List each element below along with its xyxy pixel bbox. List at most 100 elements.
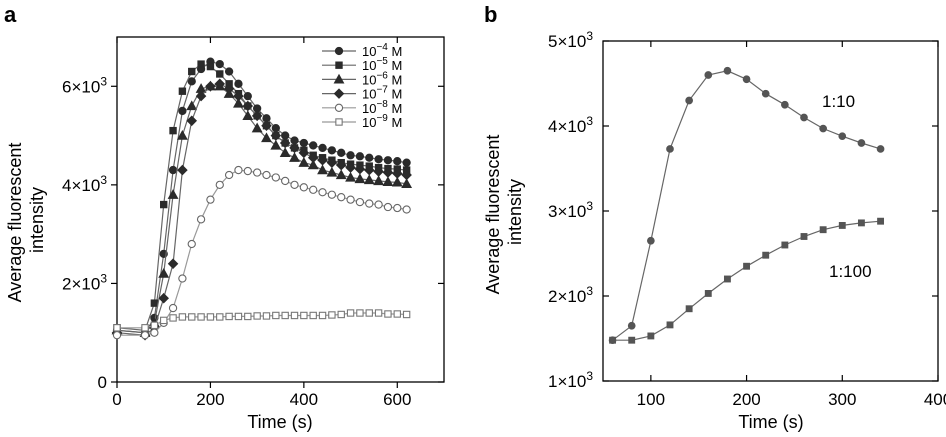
chart-a-point-10-7-m: [279, 137, 291, 149]
legend-entry-5: 10−9 M: [362, 113, 402, 130]
chart-a-point-10-4-m: [383, 156, 393, 165]
chart-b-x-tick-label: 400: [924, 390, 946, 409]
chart-a-point-10-9-m: [318, 311, 327, 320]
chart-a-point-10-8-m: [281, 176, 290, 186]
chart-b-point-1-100: [743, 262, 751, 270]
chart-a-point-10-4-m: [365, 153, 374, 162]
chart-a-point-10-8-m: [262, 170, 271, 180]
chart-a-point-10-6-m: [167, 189, 179, 199]
chart-a-point-10-8-m: [271, 173, 280, 182]
chart-a-point-10-9-m: [356, 309, 364, 317]
chart-a-point-10-7-m: [363, 164, 375, 176]
chart-a-point-10-5-m: [188, 67, 196, 76]
chart-a-point-10-5-m: [160, 200, 168, 209]
chart-a-plot-frame: [116, 36, 445, 383]
chart-b-point-1-100: [857, 219, 865, 227]
chart-a-point-10-4-m: [346, 151, 355, 160]
chart-b-x-axis-label: Time (s): [738, 412, 803, 432]
chart-b: 100 200 300 400 1×103 2×103 3×103 4×103 5×103 1:…: [483, 29, 946, 432]
chart-a-point-10-7-m: [307, 152, 319, 164]
chart-a-x-tick-label: 200: [196, 390, 224, 409]
chart-a-point-10-9-m: [393, 310, 401, 318]
chart-b-point-1-100: [609, 336, 617, 344]
chart-a-point-10-7-m: [167, 258, 179, 269]
chart-a-point-10-9-m: [272, 311, 280, 320]
chart-a-point-10-6-m: [251, 122, 263, 133]
chart-a-point-10-9-m: [300, 311, 308, 320]
chart-b-point-1-100: [666, 321, 674, 329]
chart-a-point-10-8-m: [150, 328, 159, 337]
chart-a-point-10-7-m: [195, 90, 207, 102]
chart-a-point-10-9-m: [244, 312, 252, 321]
chart-a-point-10-7-m: [233, 90, 244, 102]
legend-marker-3: [333, 88, 345, 99]
chart-a-point-10-7-m: [186, 115, 198, 127]
chart-b-annotation-1-10: 1:10: [822, 92, 855, 111]
chart-a-point-10-8-m: [252, 168, 262, 177]
chart-a-point-10-8-m: [327, 190, 337, 199]
chart-a-point-10-9-m: [309, 311, 317, 320]
chart-b-point-1-100: [800, 233, 808, 240]
chart-a-legend: 10−4 M10−5 M10−6 M10−7 M10−8 M10−9 M: [322, 42, 402, 130]
chart-a-point-10-6-m: [401, 178, 413, 189]
chart-a-point-10-9-m: [225, 312, 233, 321]
chart-a-y-axis-label: Average fluorescent intensity: [5, 138, 47, 303]
chart-b-point-1-100: [628, 336, 636, 344]
chart-a-point-10-9-m: [141, 324, 149, 332]
chart-a-point-10-6-m: [373, 175, 385, 186]
chart-a-point-10-4-m: [327, 146, 337, 155]
chart-a-point-10-4-m: [309, 141, 318, 150]
chart-a-point-10-8-m: [243, 166, 252, 176]
chart-a-point-10-7-m: [298, 147, 310, 159]
chart-a-point-10-6-m: [317, 164, 328, 175]
legend-entry-0: 10−4 M: [362, 42, 402, 59]
chart-a-point-10-9-m: [281, 311, 289, 320]
chart-b-point-1-100: [723, 275, 731, 283]
chart-b-x-tick-label: 200: [732, 390, 760, 409]
chart-a-point-10-6-m: [363, 174, 375, 185]
chart-a-point-10-4-m: [393, 157, 402, 166]
chart-b-y-tick-label: 3×103: [548, 199, 593, 221]
legend-marker-5: [335, 118, 343, 126]
chart-a-point-10-4-m: [234, 79, 243, 88]
chart-b-y-axis-label-line-1: Average fluorescent: [483, 135, 503, 295]
chart-a-point-10-8-m: [355, 197, 365, 207]
chart-a-point-10-7-m: [289, 142, 300, 154]
chart-b-point-1-100: [877, 217, 885, 225]
legend-entry-1: 10−5 M: [362, 56, 402, 73]
chart-a-point-10-6-m: [326, 166, 338, 177]
chart-a-point-10-4-m: [318, 143, 327, 153]
chart-a-point-10-4-m: [187, 77, 196, 86]
chart-a-point-10-6-m: [391, 176, 403, 187]
chart-a-point-10-9-m: [169, 314, 177, 322]
chart-a-point-10-7-m: [382, 167, 394, 178]
chart-b-series-1-10-line: [612, 70, 881, 341]
chart-a-point-10-6-m: [176, 129, 188, 140]
chart-a-point-10-8-m: [402, 205, 411, 214]
chart-b-ticks: 100 200 300 400 1×103 2×103 3×103 4×103 5×103: [548, 29, 946, 409]
chart-a-point-10-6-m: [307, 159, 319, 170]
chart-b-point-1-10: [647, 236, 655, 245]
chart-a-point-10-9-m: [290, 311, 299, 320]
chart-b-point-1-10: [838, 132, 847, 141]
chart-a-point-10-8-m: [178, 274, 187, 283]
chart-b-point-1-10: [800, 113, 808, 122]
chart-a-point-10-9-m: [262, 312, 271, 320]
chart-b-point-1-10: [781, 100, 789, 109]
chart-a-point-10-8-m: [112, 331, 122, 340]
chart-a-point-10-6-m: [345, 171, 357, 182]
legend-marker-2: [333, 73, 345, 84]
chart-a-point-10-4-m: [224, 67, 234, 76]
chart-a-point-10-8-m: [168, 303, 178, 313]
chart-b-point-1-100: [647, 332, 655, 340]
legend-marker-4: [334, 103, 344, 112]
chart-a-point-10-6-m: [289, 152, 300, 162]
chart-a-point-10-8-m: [318, 188, 327, 197]
chart-a-point-10-9-m: [402, 310, 411, 319]
chart-a-point-10-8-m: [365, 199, 374, 208]
chart-a-point-10-8-m: [215, 180, 224, 190]
chart-a-ticks: 0 200 400 600 0 2×103 4×103 6×103: [62, 37, 444, 409]
chart-a-point-10-4-m: [168, 165, 178, 175]
